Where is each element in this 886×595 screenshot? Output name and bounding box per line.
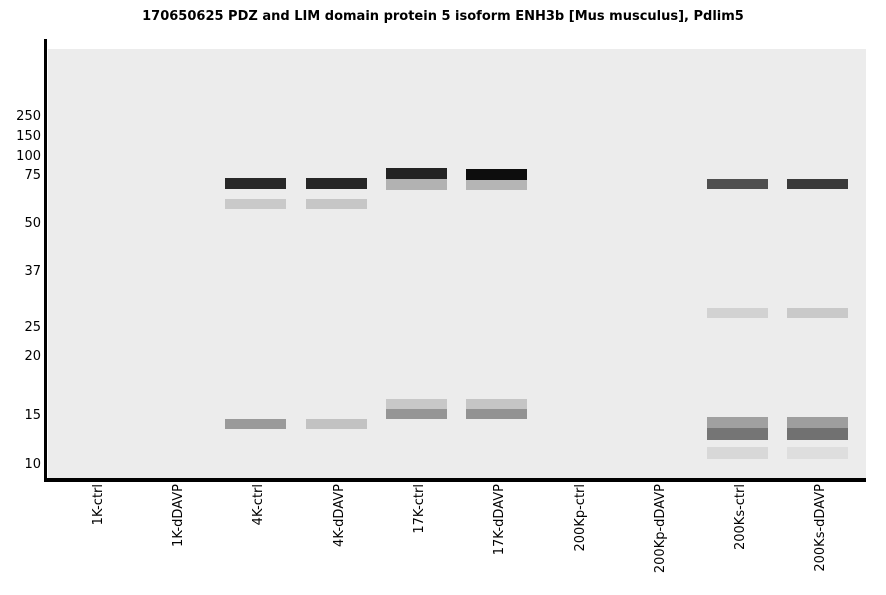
gel-band-200Ks-dDAVP-28kda [787, 308, 848, 318]
x-tick-label: 17K-dDAVP [492, 484, 507, 556]
y-tick-label: 37 [24, 264, 41, 279]
y-tick-label: 25 [24, 320, 41, 335]
gel-band-200Ks-dDAVP-71kda [787, 179, 848, 189]
y-tick-label: 20 [24, 349, 41, 364]
gel-band-200Ks-ctrl-28kda [707, 308, 768, 318]
y-axis-line [44, 39, 47, 482]
gel-band-17K-ctrl-77kda [386, 168, 447, 179]
gel-plot-area [48, 49, 866, 478]
x-tick-label: 200Ks-dDAVP [813, 484, 828, 572]
gel-band-200Ks-dDAVP-13kda [787, 428, 848, 440]
gel-band-17K-dDAVP-70kda [466, 180, 527, 190]
gel-band-17K-dDAVP-77kda [466, 169, 527, 180]
x-tick-label: 4K-dDAVP [332, 484, 347, 547]
y-tick-label: 150 [16, 129, 41, 144]
gel-band-200Ks-ctrl-71kda [707, 179, 768, 189]
x-tick-label: 200Kp-dDAVP [653, 484, 668, 574]
gel-band-4K-dDAVP-60kda [306, 199, 367, 209]
gel-band-4K-ctrl-71kda [225, 178, 286, 189]
x-tick-label: 4K-ctrl [251, 484, 266, 526]
x-axis-line [44, 478, 866, 482]
gel-band-200Ks-dDAVP-11kda [787, 447, 848, 459]
gel-band-4K-dDAVP-71kda [306, 178, 367, 189]
gel-band-17K-dDAVP-16kda [466, 399, 527, 409]
gel-band-4K-dDAVP-14kda [306, 419, 367, 429]
y-tick-label: 250 [16, 109, 41, 124]
y-tick-label: 10 [24, 457, 41, 472]
x-tick-label: 200Ks-ctrl [733, 484, 748, 551]
gel-band-17K-dDAVP-15kda [466, 409, 527, 419]
y-tick-label: 100 [16, 149, 41, 164]
gel-band-200Ks-dDAVP-14kda [787, 417, 848, 428]
gel-band-17K-ctrl-70kda [386, 179, 447, 190]
x-tick-label: 1K-ctrl [91, 484, 106, 526]
gel-band-200Ks-ctrl-14kda [707, 417, 768, 428]
y-tick-label: 50 [24, 216, 41, 231]
gel-band-17K-ctrl-15kda [386, 409, 447, 419]
gel-band-4K-ctrl-60kda [225, 199, 286, 209]
figure-title: 170650625 PDZ and LIM domain protein 5 i… [142, 9, 744, 24]
gel-band-4K-ctrl-14kda [225, 419, 286, 429]
gel-band-200Ks-ctrl-13kda [707, 428, 768, 440]
gel-band-200Ks-ctrl-11kda [707, 447, 768, 459]
x-tick-label: 17K-ctrl [412, 484, 427, 534]
gel-band-17K-ctrl-16kda [386, 399, 447, 409]
y-tick-label: 75 [24, 168, 41, 183]
x-tick-label: 200Kp-ctrl [573, 484, 588, 552]
y-tick-label: 15 [24, 408, 41, 423]
x-tick-label: 1K-dDAVP [171, 484, 186, 547]
